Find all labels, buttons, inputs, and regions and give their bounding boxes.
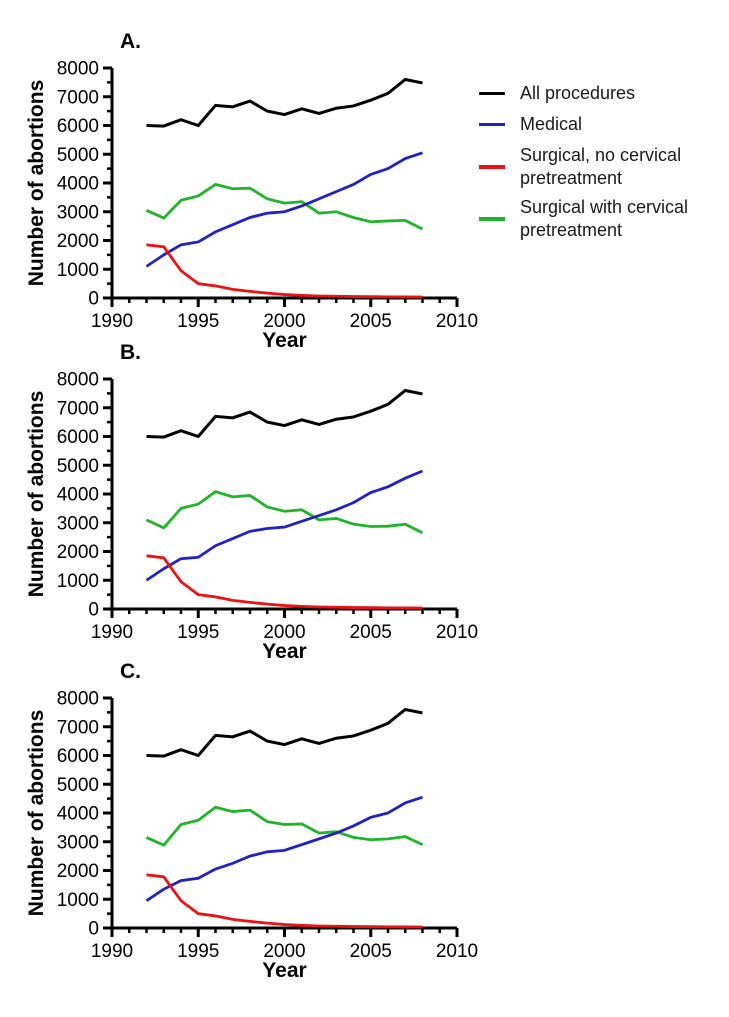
y-tick-label: 0 [88, 289, 99, 310]
series-line-all-procedures [146, 388, 423, 439]
panel-a: 1990 1995 2000 2005 2010 0 1000 2000 3000 4000 500… [25, 30, 478, 352]
panel-b: 1990 1995 2000 2005 2010 0 1000 2000 3000 4000 500… [25, 341, 478, 663]
panel-c: 1990 1995 2000 2005 2010 0 1000 2000 3000 4000 500… [25, 660, 478, 982]
x-tick-label: 1995 [177, 941, 219, 962]
x-tick-label: 1990 [91, 622, 133, 643]
panel-label: C. [120, 660, 141, 683]
y-axis-title: Number of abortions [25, 710, 48, 917]
series-line-medical [145, 151, 423, 268]
x-axis-title: Year [262, 640, 306, 663]
y-tick-label: 5000 [57, 775, 99, 796]
x-axis-title: Year [262, 959, 306, 982]
panel-label: A. [120, 30, 141, 53]
legend-label: Medical [520, 114, 583, 134]
x-axis-title: Year [262, 329, 306, 352]
x-tick-label: 1990 [91, 311, 133, 332]
y-tick-label: 5000 [57, 145, 99, 166]
series-line-surgical-with-cervical-pretreatment [145, 490, 424, 535]
y-tick-label: 6000 [57, 746, 99, 767]
series-line-medical [145, 469, 424, 582]
y-tick-label: 3000 [57, 832, 99, 853]
y-tick-label: 7000 [57, 398, 99, 419]
y-axis-title: Number of abortions [25, 80, 48, 287]
series-line-surgical-no-cervical-pretreatment [146, 243, 423, 299]
x-tick-label: 2010 [436, 622, 478, 643]
y-tick-label: 0 [88, 600, 99, 621]
legend-item-surgical-with-pretreatment: Surgical with cervical pretreatment [479, 196, 725, 242]
axes [110, 379, 457, 611]
legend-line-swatch-green [479, 217, 505, 221]
x-tick-label: 2005 [350, 941, 392, 962]
legend-item-all-procedures: All procedures [479, 82, 725, 105]
y-tick-label: 2000 [57, 542, 99, 563]
y-tick-label: 4000 [57, 174, 99, 195]
legend-label: Surgical with cervical pretreatment [520, 197, 689, 240]
x-tick-label: 1995 [177, 622, 219, 643]
y-tick-label: 7000 [57, 87, 99, 108]
y-tick-label: 0 [88, 919, 99, 940]
y-tick-label: 8000 [57, 59, 99, 80]
axes [110, 698, 457, 930]
series-line-all-procedures [146, 707, 423, 758]
series-line-surgical-no-cervical-pretreatment [146, 554, 423, 610]
panel-label: B. [120, 341, 141, 364]
x-tick-label: 2000 [263, 622, 305, 643]
y-tick-label: 8000 [57, 689, 99, 710]
legend-line-swatch-red [479, 165, 505, 169]
y-tick-label: 8000 [57, 370, 99, 391]
y-tick-label: 3000 [57, 513, 99, 534]
y-tick-label: 6000 [57, 427, 99, 448]
legend-label: All procedures [520, 83, 636, 103]
legend-item-medical: Medical [479, 113, 725, 136]
x-tick-label: 1995 [177, 311, 219, 332]
series-line-surgical-with-cervical-pretreatment [145, 182, 424, 231]
y-axis-title: Number of abortions [25, 391, 48, 598]
series-line-surgical-no-cervical-pretreatment [146, 873, 423, 929]
y-tick-label: 6000 [57, 116, 99, 137]
legend-item-surgical-no-pretreatment: Surgical, no cervical pretreatment [479, 144, 725, 190]
x-tick-label: 2005 [350, 622, 392, 643]
x-tick-label: 2000 [263, 311, 305, 332]
y-tick-label: 1000 [57, 260, 99, 281]
series-line-surgical-with-cervical-pretreatment [145, 805, 424, 847]
x-tick-label: 2000 [263, 941, 305, 962]
x-tick-label: 1990 [91, 941, 133, 962]
y-tick-label: 1000 [57, 890, 99, 911]
series-line-medical [145, 795, 423, 902]
x-tick-label: 2005 [350, 311, 392, 332]
y-tick-label: 7000 [57, 717, 99, 738]
y-tick-label: 1000 [57, 571, 99, 592]
legend-label: Surgical, no cervical pretreatment [520, 145, 682, 188]
legend-line-swatch-black [479, 91, 505, 96]
legend-line-swatch-blue [479, 122, 505, 127]
axes [110, 68, 457, 300]
x-tick-label: 2010 [436, 941, 478, 962]
y-tick-label: 3000 [57, 202, 99, 223]
y-tick-label: 5000 [57, 456, 99, 477]
y-tick-label: 2000 [57, 861, 99, 882]
y-tick-label: 4000 [57, 485, 99, 506]
y-tick-label: 4000 [57, 804, 99, 825]
x-tick-label: 2010 [436, 311, 478, 332]
legend: All procedures Medical Surgical, no cerv… [479, 82, 725, 248]
y-tick-label: 2000 [57, 231, 99, 252]
series-line-all-procedures [146, 77, 423, 128]
